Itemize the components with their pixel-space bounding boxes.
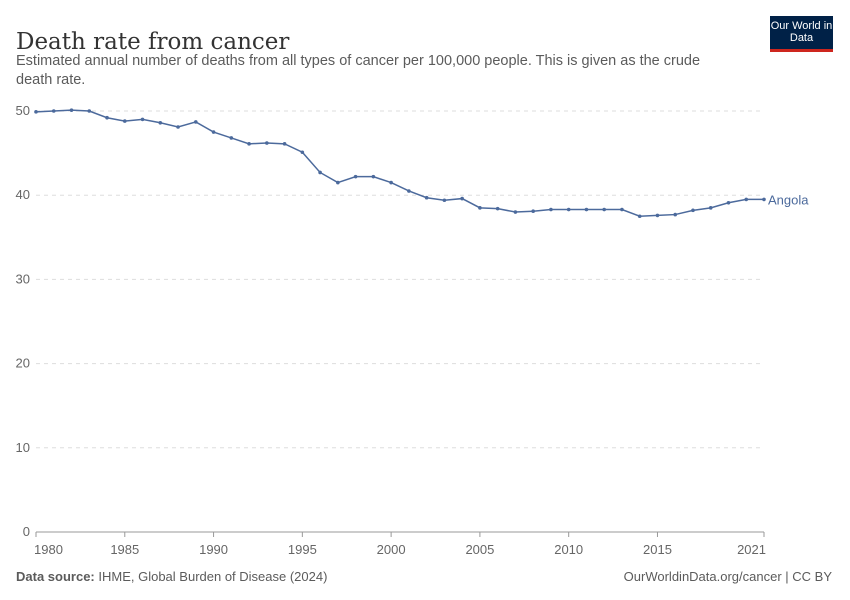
owid-logo[interactable]: Our World in Data bbox=[770, 16, 833, 52]
x-tick-label: 2021 bbox=[737, 542, 766, 557]
data-point bbox=[300, 150, 305, 155]
data-point bbox=[34, 110, 38, 114]
data-point bbox=[602, 207, 606, 212]
data-point bbox=[105, 115, 109, 120]
data-point bbox=[336, 180, 340, 185]
data-point bbox=[495, 206, 500, 211]
x-tick-label: 1980 bbox=[34, 542, 63, 557]
x-tick-label: 1985 bbox=[110, 542, 139, 557]
data-point bbox=[691, 208, 695, 213]
source-label: Data source: bbox=[16, 569, 95, 584]
footer-link[interactable]: OurWorldinData.org/cancer | CC BY bbox=[623, 569, 832, 584]
data-point bbox=[726, 200, 731, 205]
data-point bbox=[353, 174, 358, 179]
chart-title: Death rate from cancer bbox=[16, 29, 290, 56]
data-point bbox=[389, 180, 393, 185]
x-tick-label: 2000 bbox=[377, 542, 406, 557]
data-point bbox=[460, 196, 464, 201]
source-text: IHME, Global Burden of Disease (2024) bbox=[98, 569, 328, 584]
y-tick-label: 10 bbox=[16, 440, 30, 455]
data-point bbox=[140, 117, 145, 122]
y-tick-label: 40 bbox=[16, 187, 30, 202]
data-point bbox=[762, 197, 766, 202]
data-point bbox=[265, 141, 269, 145]
chart-subtitle: Estimated annual number of deaths from a… bbox=[16, 53, 701, 88]
data-point bbox=[194, 120, 198, 124]
data-point bbox=[229, 136, 234, 140]
data-point bbox=[176, 125, 180, 129]
data-point bbox=[637, 214, 642, 219]
data-point bbox=[424, 195, 429, 200]
data-point bbox=[69, 108, 74, 112]
series-line-angola bbox=[35, 109, 764, 218]
x-tick-label: 2015 bbox=[643, 542, 672, 557]
data-point bbox=[566, 207, 571, 212]
data-point bbox=[407, 189, 411, 193]
data-point bbox=[282, 142, 287, 146]
data-point bbox=[51, 109, 56, 113]
x-tick-label: 2005 bbox=[465, 542, 494, 557]
data-point bbox=[620, 207, 624, 212]
data-point bbox=[158, 120, 163, 125]
data-point bbox=[708, 206, 713, 210]
data-point bbox=[318, 170, 322, 175]
x-tick-label: 1990 bbox=[199, 542, 228, 557]
data-point bbox=[673, 212, 678, 217]
data-point bbox=[531, 209, 535, 213]
y-tick-label: 0 bbox=[23, 524, 30, 539]
data-point bbox=[549, 207, 553, 212]
data-point bbox=[122, 119, 127, 123]
x-tick-label: 2010 bbox=[554, 542, 583, 557]
data-point bbox=[513, 210, 518, 214]
data-point bbox=[655, 213, 660, 218]
y-tick-label: 20 bbox=[16, 356, 30, 371]
data-point bbox=[371, 174, 376, 179]
data-point bbox=[87, 109, 92, 113]
data-point bbox=[247, 142, 251, 146]
x-tick-label: 1995 bbox=[288, 542, 317, 557]
y-tick-label: 30 bbox=[16, 271, 30, 286]
data-source: Data source: IHME, Global Burden of Dise… bbox=[16, 569, 327, 584]
data-point bbox=[744, 197, 749, 202]
data-point bbox=[211, 130, 216, 134]
data-point bbox=[478, 206, 482, 210]
series-label: Angola bbox=[768, 192, 809, 207]
y-tick-label: 50 bbox=[16, 103, 30, 118]
data-point bbox=[584, 207, 589, 212]
data-point bbox=[442, 198, 447, 203]
